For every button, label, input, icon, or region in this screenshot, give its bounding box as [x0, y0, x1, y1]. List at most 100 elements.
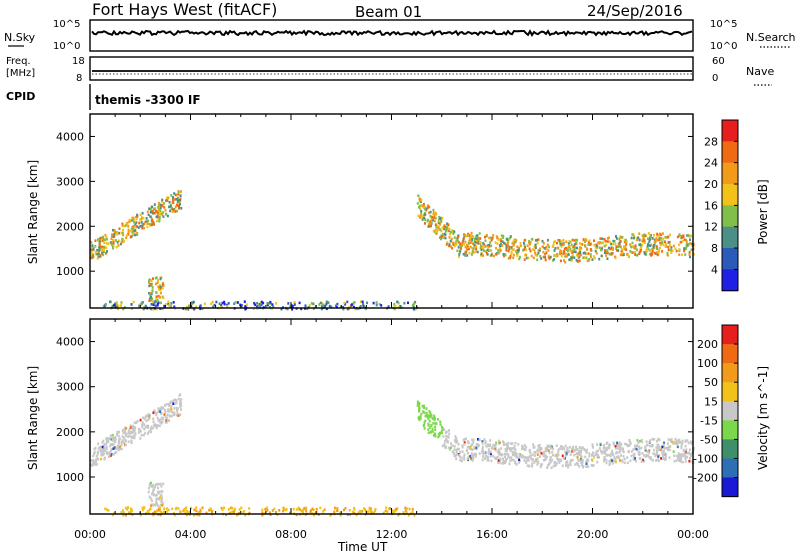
- scatter-point: [528, 247, 531, 250]
- scatter-point: [435, 226, 438, 229]
- scatter-point: [488, 249, 491, 252]
- scatter-point: [459, 242, 462, 246]
- scatter-point: [641, 452, 644, 455]
- scatter-point: [588, 454, 591, 458]
- colorbar-segment: [722, 420, 738, 440]
- scatter-point: [448, 243, 451, 246]
- y-tick-label: 2000: [56, 426, 84, 439]
- scatter-point: [690, 248, 693, 252]
- scatter-point: [427, 417, 430, 421]
- scatter-point: [666, 446, 669, 450]
- scatter-point: [684, 238, 687, 242]
- scatter-point: [479, 246, 482, 250]
- scatter-point: [161, 286, 164, 290]
- scatter-point: [496, 450, 499, 454]
- scatter-point: [612, 247, 614, 250]
- scatter-point: [112, 235, 115, 239]
- scatter-point: [634, 444, 637, 448]
- scatter-point: [172, 201, 175, 204]
- scatter-point: [536, 453, 539, 456]
- colorbar-tick-label: 16: [704, 199, 718, 212]
- scatter-point: [499, 248, 502, 252]
- scatter-point: [135, 225, 137, 228]
- scatter-point: [333, 506, 336, 510]
- scatter-point: [504, 447, 507, 451]
- scatter-point: [559, 242, 562, 245]
- scatter-point: [681, 240, 684, 243]
- scatter-point: [129, 424, 132, 427]
- scatter-point: [157, 288, 160, 291]
- scatter-point: [679, 240, 682, 244]
- power-x-ticks: [89, 114, 694, 308]
- scatter-point: [681, 442, 684, 445]
- scatter-point: [642, 237, 645, 241]
- scatter-point: [618, 451, 621, 454]
- scatter-point: [535, 238, 538, 242]
- scatter-point: [632, 448, 635, 451]
- scatter-point: [619, 240, 622, 243]
- scatter-point: [514, 451, 517, 454]
- scatter-point: [429, 221, 432, 225]
- scatter-point: [687, 441, 690, 445]
- scatter-point: [156, 416, 159, 420]
- scatter-point: [177, 204, 180, 207]
- scatter-point: [569, 463, 572, 467]
- scatter-point: [649, 440, 652, 443]
- scatter-point: [399, 305, 402, 308]
- velocity-x-ticks: [89, 319, 694, 514]
- scatter-point: [158, 219, 161, 223]
- scatter-point: [161, 420, 164, 423]
- scatter-point: [153, 223, 155, 226]
- scatter-point: [162, 284, 165, 287]
- scatter-point: [154, 207, 157, 210]
- scatter-point: [650, 249, 653, 252]
- scatter-point: [571, 251, 574, 255]
- scatter-point: [425, 208, 428, 212]
- scatter-point: [111, 305, 114, 308]
- scatter-point: [455, 452, 458, 455]
- scatter-point: [127, 431, 130, 434]
- scatter-point: [155, 412, 158, 415]
- scatter-point: [220, 306, 223, 309]
- scatter-point: [150, 296, 152, 299]
- scatter-point: [157, 294, 160, 298]
- scatter-point: [644, 234, 647, 238]
- scatter-point: [495, 246, 498, 250]
- scatter-point: [648, 444, 651, 448]
- scatter-point: [486, 455, 489, 459]
- scatter-point: [539, 447, 542, 450]
- scatter-point: [605, 461, 608, 465]
- scatter-point: [688, 253, 691, 257]
- scatter-point: [611, 449, 614, 453]
- scatter-point: [137, 431, 140, 434]
- scatter-point: [96, 257, 99, 260]
- scatter-point: [151, 221, 154, 224]
- scatter-point: [619, 449, 622, 453]
- scatter-point: [108, 455, 110, 458]
- scatter-point: [490, 447, 493, 450]
- scatter-point: [431, 416, 434, 420]
- scatter-point: [615, 245, 618, 248]
- scatter-point: [423, 216, 426, 220]
- scatter-point: [322, 303, 325, 307]
- scatter-point: [148, 495, 151, 499]
- scatter-point: [498, 451, 501, 455]
- scatter-point: [172, 399, 175, 402]
- scatter-point: [147, 490, 150, 494]
- scatter-point: [641, 440, 644, 444]
- scatter-point: [552, 464, 555, 468]
- scatter-point: [557, 450, 560, 454]
- scatter-point: [448, 233, 451, 236]
- scatter-point: [335, 306, 338, 309]
- scatter-point: [162, 417, 165, 420]
- scatter-point: [151, 219, 154, 222]
- freq-tick-bottom: 8: [76, 73, 82, 84]
- scatter-point: [637, 441, 640, 445]
- scatter-point: [134, 432, 137, 436]
- scatter-point: [449, 230, 452, 234]
- scatter-point: [548, 462, 551, 466]
- scatter-point: [428, 211, 430, 215]
- scatter-point: [148, 483, 151, 487]
- scatter-point: [440, 229, 443, 233]
- scatter-point: [161, 490, 164, 493]
